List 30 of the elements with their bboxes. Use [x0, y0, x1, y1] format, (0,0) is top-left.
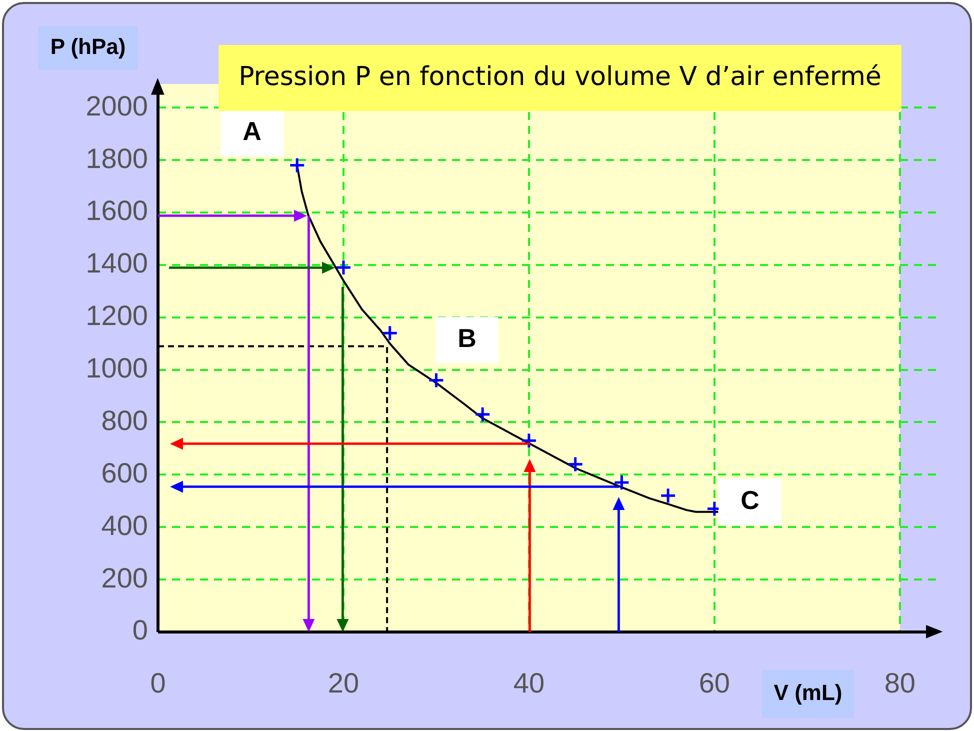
- point: [660, 487, 676, 504]
- y-tick-label: 1600: [86, 195, 148, 226]
- x-tick-label: 20: [328, 668, 360, 699]
- y-tick-label: 1800: [86, 142, 148, 174]
- annotation: B: [458, 323, 476, 354]
- x-tick-label: 60: [698, 668, 730, 699]
- annotation: C: [740, 485, 760, 516]
- point: [474, 406, 491, 423]
- y-tick-label: 200: [101, 562, 148, 594]
- y-tick-label: 1000: [86, 352, 148, 384]
- y-tick-label: 0: [132, 614, 148, 646]
- x-tick-label: 40: [513, 668, 545, 699]
- chart-title: Pression P en fonction du volume V d’air enfermé: [238, 62, 882, 92]
- point: [382, 324, 398, 342]
- annotation: A: [242, 116, 262, 146]
- y-tick-label: 600: [101, 457, 148, 488]
- point: [335, 259, 352, 276]
- y-tick-label: 1400: [86, 248, 148, 279]
- y-axis-title: P (hPa): [50, 34, 126, 60]
- point: [520, 432, 538, 449]
- x-tick-label: 80: [884, 668, 916, 699]
- y-tick-label: 1200: [86, 300, 148, 332]
- y-tick-label: 2000: [86, 90, 148, 122]
- x-axis-title: V (mL): [774, 680, 842, 706]
- point: [428, 372, 444, 389]
- point: [567, 456, 584, 472]
- point: [613, 474, 630, 491]
- y-tick-label: 400: [101, 510, 148, 541]
- y-tick-label: 800: [101, 404, 148, 436]
- point: [288, 157, 306, 174]
